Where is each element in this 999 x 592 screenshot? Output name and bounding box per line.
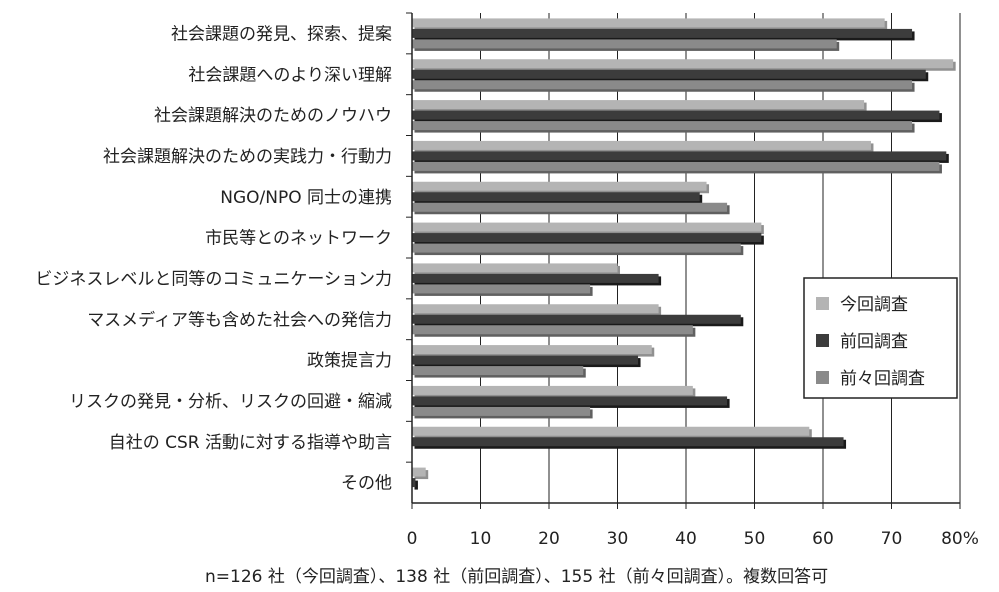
bar bbox=[412, 243, 741, 253]
bar bbox=[412, 100, 865, 110]
bar bbox=[412, 304, 659, 314]
bar bbox=[412, 396, 728, 406]
bar bbox=[412, 406, 591, 416]
x-tick-label: 60 bbox=[812, 529, 834, 549]
category-label: 社会課題解決のためのノウハウ bbox=[154, 106, 392, 126]
x-tick-label: 50 bbox=[744, 529, 766, 549]
bar bbox=[412, 59, 954, 69]
x-tick-label: 80% bbox=[941, 529, 979, 549]
gridlines bbox=[480, 13, 961, 503]
bar bbox=[412, 151, 947, 161]
bar bbox=[412, 140, 871, 150]
bar bbox=[412, 202, 728, 212]
x-tick-label: 10 bbox=[470, 529, 492, 549]
x-tick-label: 20 bbox=[538, 529, 560, 549]
bar bbox=[412, 437, 844, 447]
category-label: マスメディア等も含めた社会への発信力 bbox=[87, 309, 392, 330]
bar bbox=[412, 181, 707, 191]
legend-box bbox=[803, 277, 958, 399]
category-label: ビジネスレベルと同等のコミュニケーション力 bbox=[35, 269, 392, 289]
chart-note: n=126 社（今回調査）、138 社（前回調査）、155 社（前々回調査）。複… bbox=[205, 567, 829, 587]
bar bbox=[412, 366, 584, 376]
category-label: その他 bbox=[341, 474, 392, 494]
bar bbox=[412, 478, 416, 488]
bar bbox=[412, 80, 913, 90]
bar bbox=[412, 18, 885, 28]
bar-group bbox=[412, 18, 956, 490]
category-label: 社会課題解決のための実践力・行動力 bbox=[103, 147, 392, 167]
bar bbox=[412, 325, 693, 335]
category-label: 社会課題の発見、探索、提案 bbox=[171, 24, 392, 44]
bar bbox=[412, 39, 837, 49]
bar bbox=[412, 426, 810, 436]
bar bbox=[412, 233, 762, 243]
category-label: 自社の CSR 活動に対する指導や助言 bbox=[109, 433, 392, 453]
bar bbox=[412, 314, 741, 324]
bar bbox=[412, 28, 913, 38]
x-tick-label: 30 bbox=[607, 529, 629, 549]
legend-swatch bbox=[816, 371, 829, 384]
category-label: 政策提言力 bbox=[307, 351, 392, 371]
category-label: リスクの発見・分析、リスクの回避・縮減 bbox=[69, 392, 392, 412]
x-tick-label: 0 bbox=[407, 529, 418, 549]
legend-swatch bbox=[816, 334, 829, 347]
bar bbox=[412, 345, 652, 355]
x-tick-label: 40 bbox=[675, 529, 697, 549]
legend-swatch bbox=[816, 297, 829, 310]
bar bbox=[412, 161, 940, 171]
bar bbox=[412, 355, 639, 365]
bar-shadow bbox=[414, 480, 418, 490]
x-tick-label: 70 bbox=[881, 529, 903, 549]
bar bbox=[412, 121, 913, 131]
axes bbox=[406, 12, 961, 509]
bar bbox=[412, 192, 700, 202]
bar bbox=[412, 110, 940, 120]
category-label: NGO/NPO 同士の連携 bbox=[220, 188, 392, 208]
bar bbox=[412, 273, 659, 283]
bar bbox=[412, 263, 618, 273]
legend-label: 前回調査 bbox=[840, 332, 908, 352]
legend-label: 前々回調査 bbox=[840, 369, 925, 389]
legend-label: 今回調査 bbox=[840, 295, 908, 315]
category-label: 市民等とのネットワーク bbox=[205, 229, 392, 249]
bar bbox=[412, 284, 591, 294]
category-labels: 社会課題の発見、探索、提案社会課題へのより深い理解社会課題解決のためのノウハウ社… bbox=[35, 24, 392, 493]
tick-labels: 0 10 20 30 40 50 60 70 80% bbox=[407, 529, 979, 549]
bar bbox=[412, 385, 693, 395]
bar bbox=[412, 467, 426, 477]
bar bbox=[412, 222, 762, 232]
bar bbox=[412, 69, 926, 79]
category-label: 社会課題へのより深い理解 bbox=[188, 65, 392, 85]
